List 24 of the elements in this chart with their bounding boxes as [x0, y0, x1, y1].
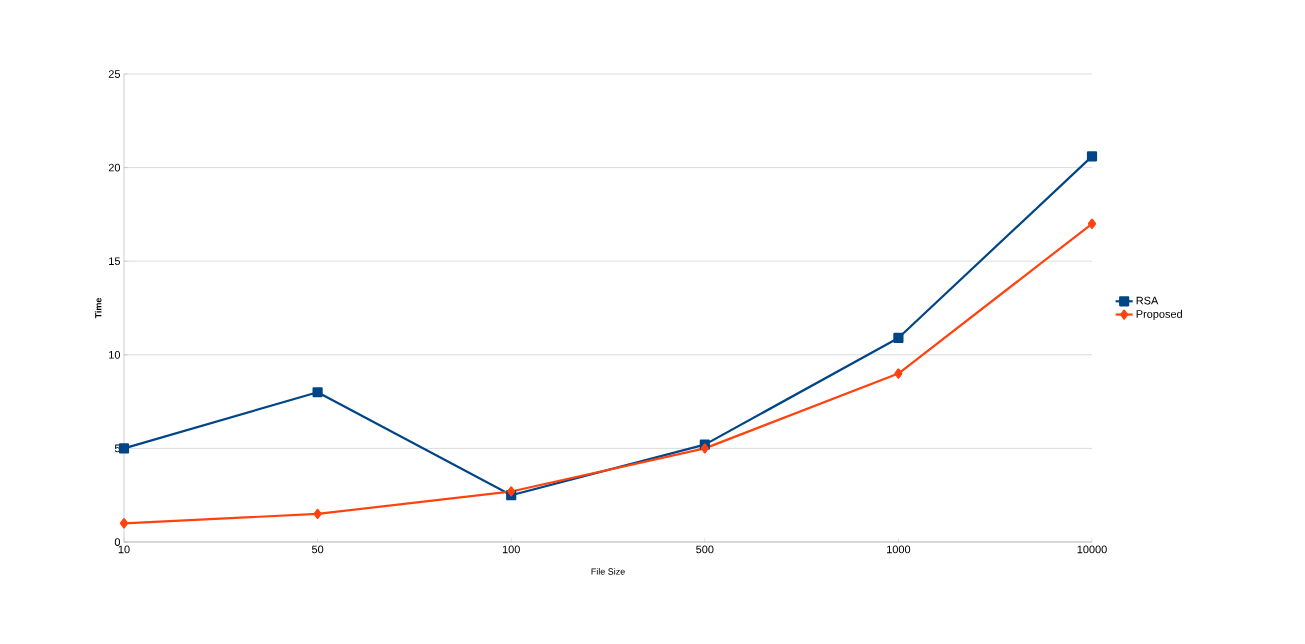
point: [313, 508, 322, 520]
x-axis-title: File Size: [591, 568, 625, 575]
y-tick-label: 15: [109, 257, 121, 266]
y-tick-label: 20: [108, 163, 121, 172]
y-tick-label: 0: [114, 538, 121, 546]
y-tick-label: 10: [109, 350, 121, 359]
x-tick-label: 10000: [1077, 545, 1107, 554]
point: [118, 443, 130, 454]
y-tick-label: 25: [108, 70, 121, 78]
x-tick-label: 100: [502, 545, 520, 554]
y-axis-title: Time: [94, 297, 102, 319]
x-tick-label: 500: [696, 545, 714, 554]
x-tick-label: 1000: [887, 545, 911, 554]
point: [700, 443, 709, 454]
point: [507, 486, 516, 497]
point: [1086, 151, 1098, 162]
legend-label: Proposed: [1136, 309, 1182, 321]
legend-label: RSA: [1136, 296, 1159, 305]
point: [119, 518, 129, 529]
point: [312, 387, 323, 398]
point: [894, 368, 903, 379]
point: [1087, 218, 1097, 229]
x-tick-label: 50: [311, 545, 324, 554]
point: [893, 332, 904, 344]
